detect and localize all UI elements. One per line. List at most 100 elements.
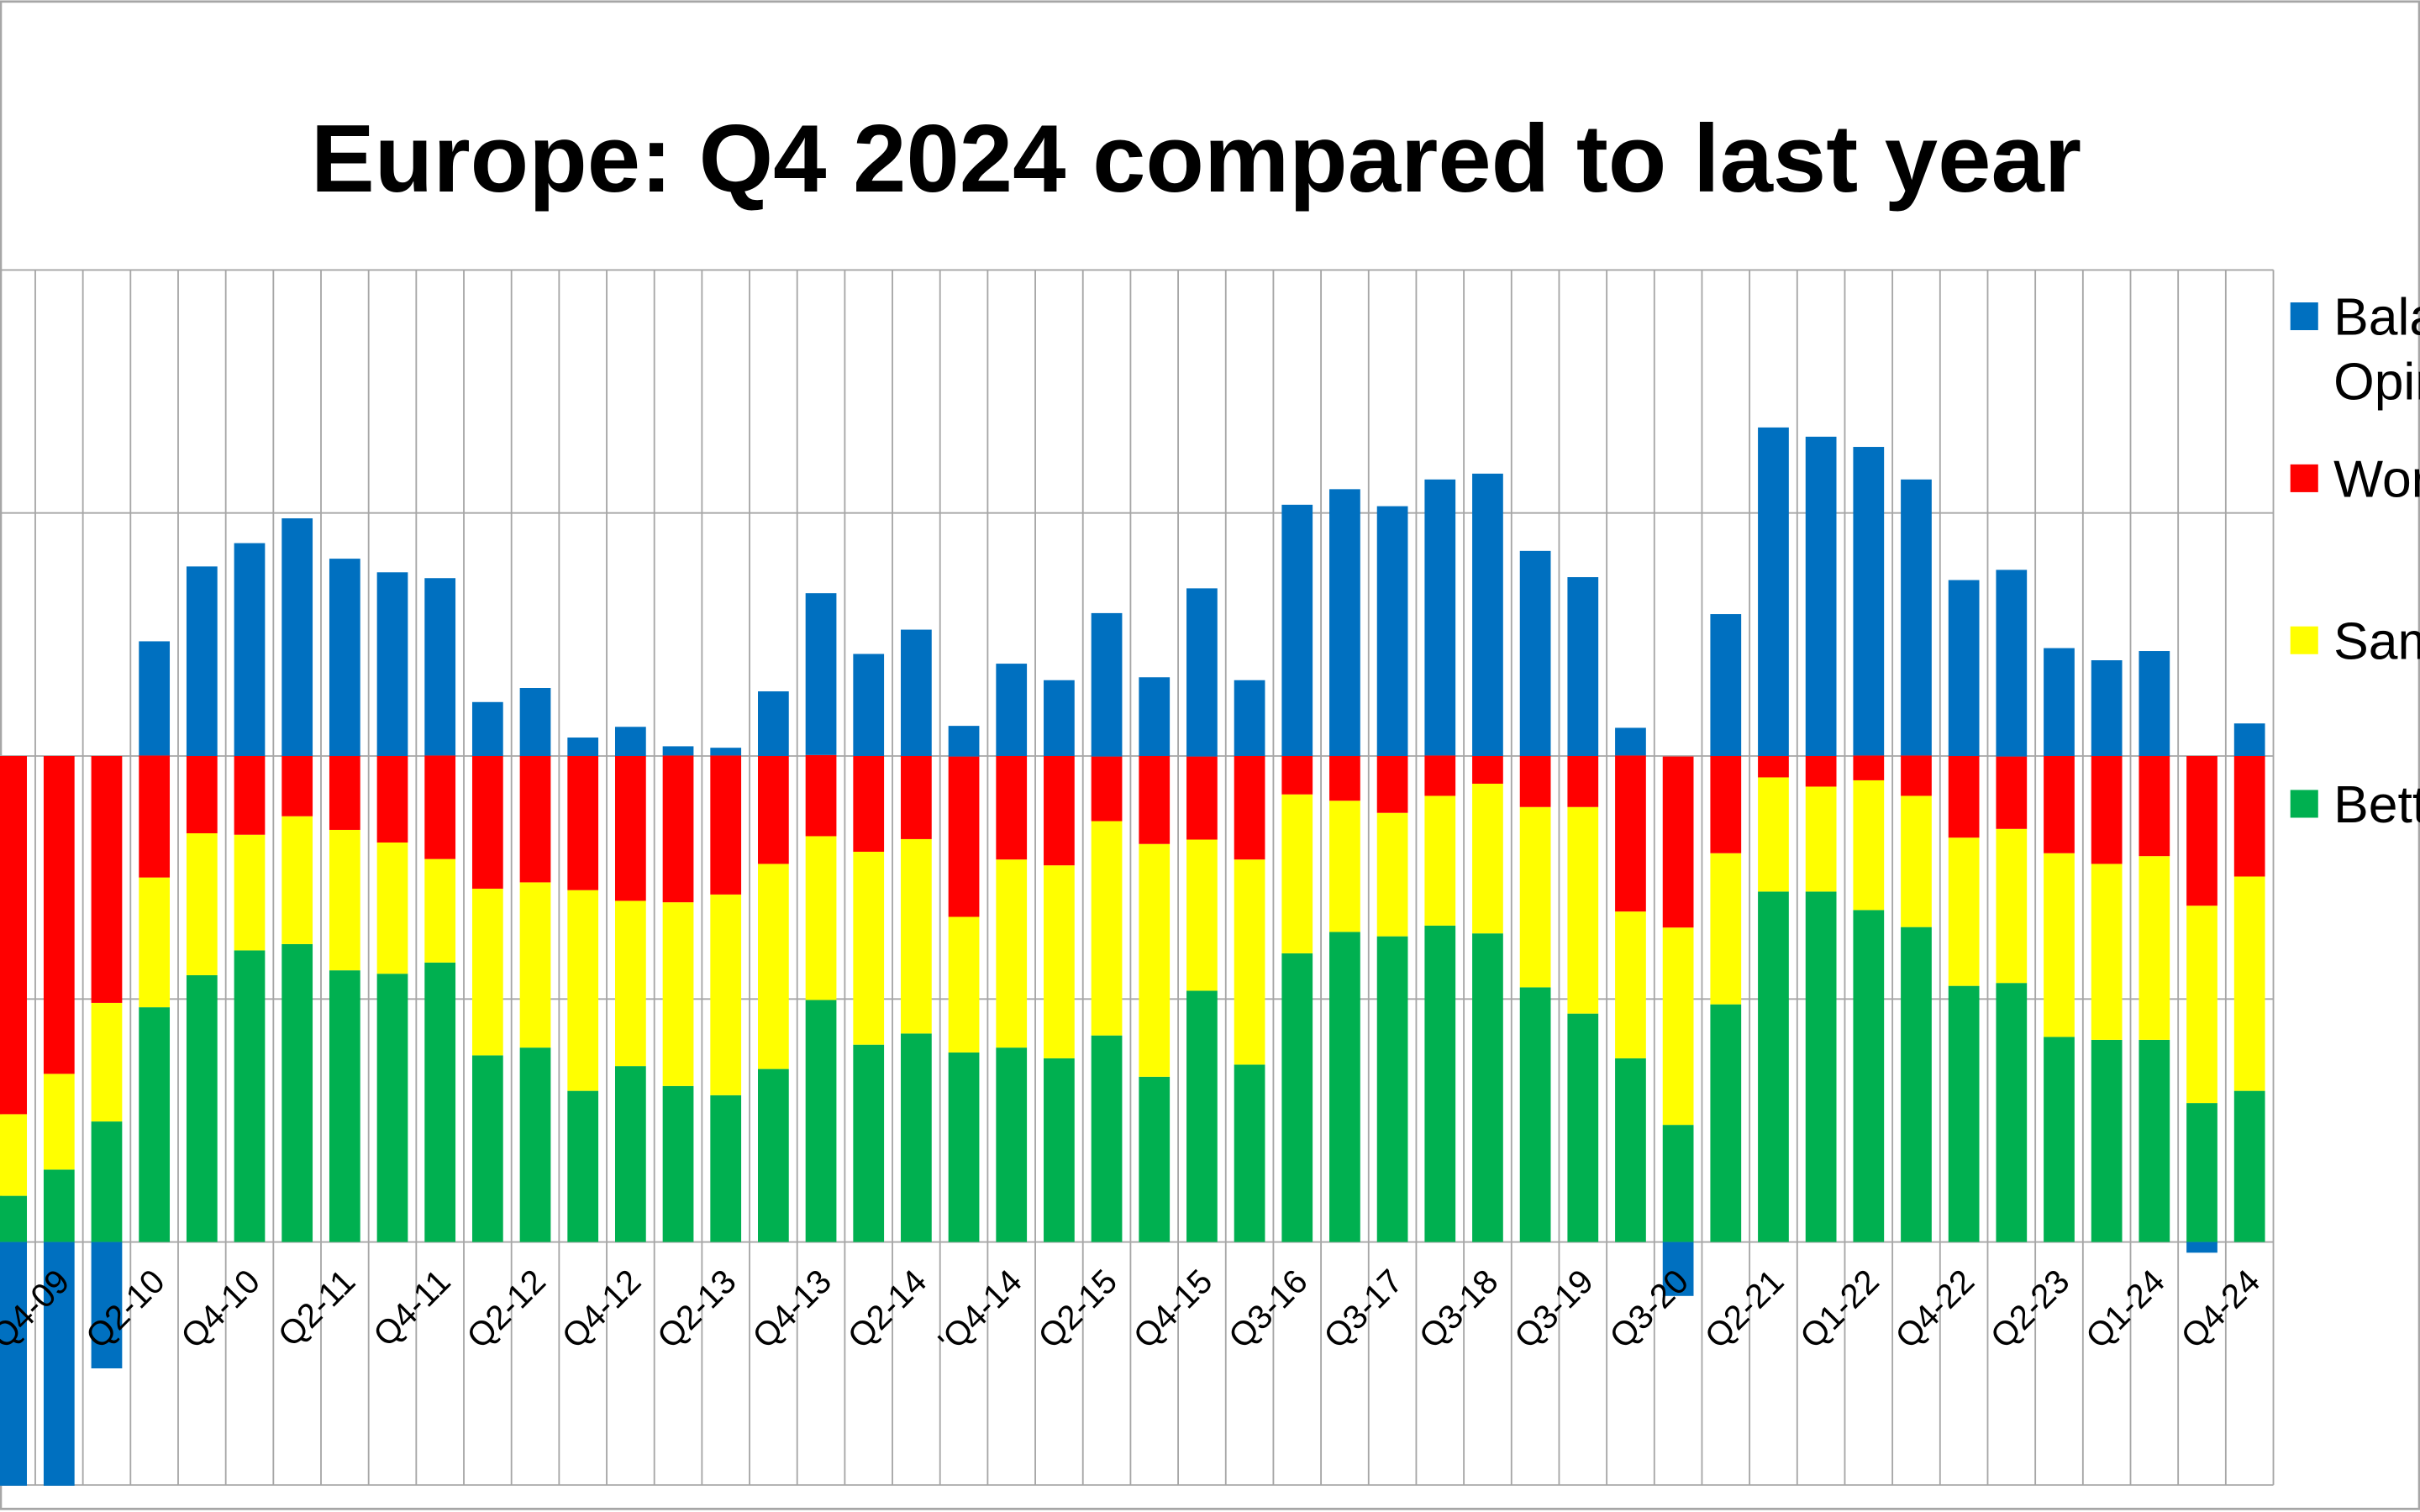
legend-swatch bbox=[2290, 790, 2318, 818]
bar-segment bbox=[1139, 756, 1171, 844]
bar-segment bbox=[1805, 436, 1837, 756]
bar-segment bbox=[234, 543, 266, 756]
bar-segment bbox=[1567, 806, 1599, 1014]
bar-segment bbox=[1044, 680, 1075, 756]
bar-segment bbox=[234, 950, 266, 1242]
bar-segment bbox=[2044, 648, 2075, 756]
bar-segment bbox=[234, 756, 266, 835]
bar-segment bbox=[996, 1047, 1028, 1242]
bar-segment bbox=[471, 756, 503, 889]
bar-segment bbox=[662, 755, 694, 903]
bar-segment bbox=[471, 701, 503, 756]
bar-segment bbox=[2233, 723, 2265, 756]
bar-segment bbox=[662, 746, 694, 756]
bar-segment bbox=[1758, 427, 1789, 756]
bar-segment bbox=[1901, 479, 1932, 756]
bar-segment bbox=[901, 629, 932, 756]
bar-segment bbox=[91, 1002, 123, 1122]
bar-segment bbox=[0, 1114, 28, 1196]
bar-segment bbox=[758, 864, 789, 1069]
bar-segment bbox=[901, 838, 932, 1034]
bar-segment bbox=[1044, 865, 1075, 1058]
bar-segment bbox=[805, 836, 837, 1000]
bar-segment bbox=[948, 756, 980, 917]
bar-segment bbox=[2044, 853, 2075, 1037]
bar-segment bbox=[1234, 756, 1265, 860]
bar-segment bbox=[1139, 677, 1171, 756]
bar-segment bbox=[1091, 1035, 1123, 1242]
bar-segment bbox=[2233, 756, 2265, 877]
bar-segment bbox=[281, 943, 313, 1242]
bar-segment bbox=[1662, 1125, 1694, 1242]
bar-segment bbox=[1948, 985, 1980, 1242]
bar-segment bbox=[281, 816, 313, 944]
bar-segment bbox=[662, 1085, 694, 1242]
bar-segment bbox=[1186, 990, 1218, 1242]
bar-segment bbox=[853, 851, 885, 1045]
bar-segment bbox=[948, 726, 980, 757]
bar-segment bbox=[1044, 1058, 1075, 1242]
bar-segment bbox=[1758, 756, 1789, 778]
bar-segment bbox=[1615, 755, 1646, 912]
bar-segment bbox=[1281, 504, 1313, 756]
bar-segment bbox=[1662, 756, 1694, 928]
bar-segment bbox=[1376, 812, 1408, 937]
bar-segment bbox=[1329, 932, 1360, 1242]
bar-segment bbox=[1424, 479, 1456, 756]
bar-segment bbox=[2091, 660, 2123, 756]
bar-segment bbox=[186, 756, 218, 833]
bar-segment bbox=[0, 756, 28, 1115]
bar-segment bbox=[186, 974, 218, 1242]
bar-segment bbox=[1091, 612, 1123, 757]
bar-segment bbox=[43, 756, 75, 1074]
bar-segment bbox=[1519, 806, 1551, 988]
bar-segment bbox=[376, 756, 408, 843]
bar-segment bbox=[1234, 1064, 1265, 1242]
bar-segment bbox=[1615, 911, 1646, 1058]
bar-segment bbox=[614, 1066, 646, 1242]
bar-segment bbox=[758, 691, 789, 756]
bar-segment bbox=[1758, 891, 1789, 1242]
bar-segment bbox=[2139, 651, 2170, 756]
bar-segment bbox=[1091, 821, 1123, 1036]
bar-segment bbox=[139, 1007, 171, 1242]
bar-segment bbox=[1139, 843, 1171, 1077]
bar-segment bbox=[186, 566, 218, 756]
bar-segment bbox=[281, 756, 313, 816]
bar-segment bbox=[2186, 906, 2217, 1104]
bar-segment bbox=[0, 1195, 28, 1242]
bar-segment bbox=[710, 894, 742, 1095]
bar-segment bbox=[1805, 786, 1837, 892]
bars bbox=[0, 427, 2265, 1486]
bar-segment bbox=[1567, 1013, 1599, 1242]
bar-segment bbox=[1853, 447, 1885, 756]
bar-segment bbox=[329, 559, 360, 756]
bar-segment bbox=[329, 829, 360, 971]
bar-segment bbox=[91, 1242, 123, 1368]
bar-segment bbox=[1710, 853, 1742, 1005]
legend-swatch bbox=[2290, 626, 2318, 654]
bar-segment bbox=[853, 756, 885, 852]
bar-segment bbox=[1329, 801, 1360, 932]
bar-segment bbox=[853, 1044, 885, 1242]
legend: Balance ofOpinion Worse Same Better bbox=[2290, 288, 2420, 834]
bar-segment bbox=[471, 1055, 503, 1242]
bar-segment bbox=[901, 1033, 932, 1242]
bar-segment bbox=[2186, 1103, 2217, 1242]
bar-segment bbox=[2233, 876, 2265, 1091]
bar-segment bbox=[43, 1242, 75, 1486]
legend-swatch bbox=[2290, 302, 2318, 331]
bar-segment bbox=[567, 756, 599, 890]
bar-segment bbox=[1376, 506, 1408, 756]
bar-segment bbox=[424, 578, 456, 756]
bar-segment bbox=[186, 832, 218, 975]
bar-segment bbox=[1996, 756, 2028, 829]
bar-segment bbox=[758, 756, 789, 864]
bar-segment bbox=[1519, 550, 1551, 756]
bar-segment bbox=[1901, 927, 1932, 1242]
bar-segment bbox=[376, 572, 408, 756]
bar-segment bbox=[91, 1121, 123, 1242]
bar-segment bbox=[1662, 1242, 1694, 1296]
bar-segment bbox=[471, 888, 503, 1056]
